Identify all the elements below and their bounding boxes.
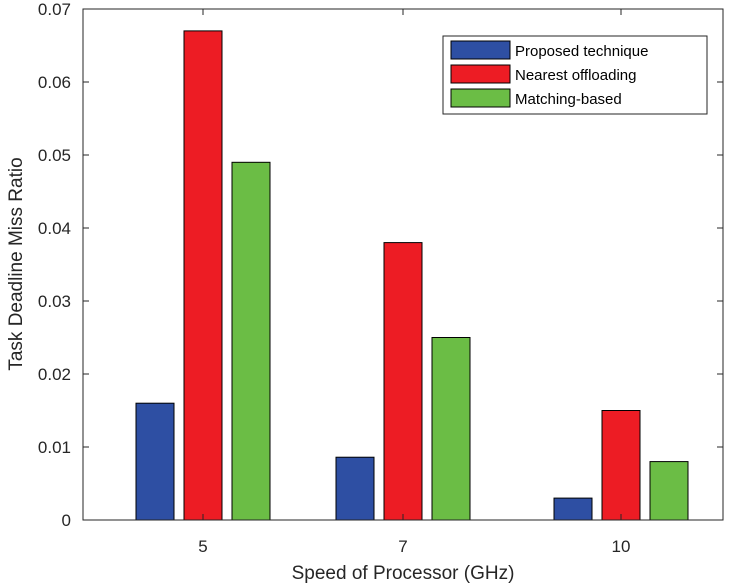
legend: Proposed technique Nearest offloading Matc… <box>442 35 708 115</box>
legend-label: Matching-based <box>515 91 622 108</box>
legend-label: Proposed technique <box>515 43 648 60</box>
legend-label: Nearest offloading <box>515 67 636 84</box>
y-tick-label: 0.05 <box>38 146 71 165</box>
bar-proposed-technique-5 <box>135 402 175 521</box>
x-axis-title: Speed of Processor (GHz) <box>292 563 515 584</box>
y-tick-label: 0 <box>62 511 71 530</box>
legend-swatch <box>450 88 511 108</box>
x-tick-label: 10 <box>612 537 631 556</box>
bar-matching-based-7 <box>431 337 471 521</box>
x-tick-label: 7 <box>398 537 407 556</box>
bar-nearest-offloading-10 <box>601 410 641 521</box>
x-tick-label: 5 <box>198 537 207 556</box>
bar-matching-based-10 <box>649 461 689 521</box>
y-tick-label: 0.07 <box>38 0 71 19</box>
y-tick-label: 0.03 <box>38 292 71 311</box>
bar-proposed-technique-7 <box>335 456 375 521</box>
y-tick-label: 0.02 <box>38 365 71 384</box>
legend-swatch <box>450 40 511 60</box>
bar-matching-based-5 <box>231 161 271 521</box>
y-tick-label: 0.06 <box>38 73 71 92</box>
bar-proposed-technique-10 <box>553 497 593 521</box>
y-axis-title: Task Deadline Miss Ratio <box>6 157 27 370</box>
bar-nearest-offloading-5 <box>183 30 223 521</box>
legend-swatch <box>450 64 511 84</box>
bar-group <box>135 30 689 521</box>
y-tick-label: 0.04 <box>38 219 71 238</box>
bar-nearest-offloading-7 <box>383 242 423 521</box>
x-axis-ticks: 5 7 10 <box>198 9 630 556</box>
y-axis-ticks: 0 0.01 0.02 0.03 0.04 0.05 0.06 0.07 <box>38 0 723 530</box>
y-tick-label: 0.01 <box>38 438 71 457</box>
